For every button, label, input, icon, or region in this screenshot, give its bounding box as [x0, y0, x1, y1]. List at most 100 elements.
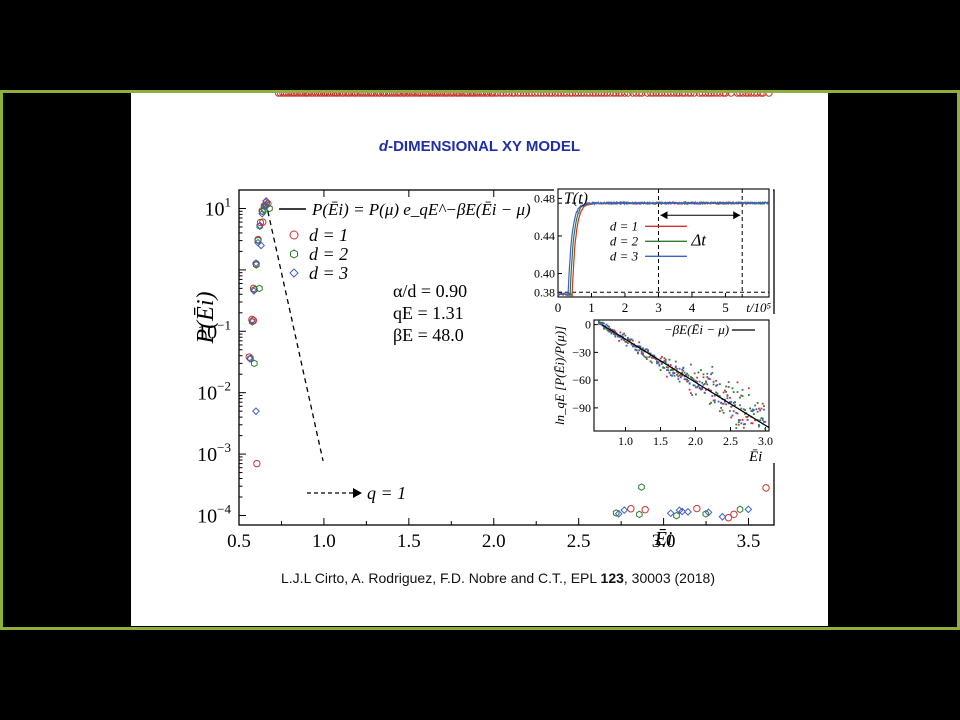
- point-circle: [502, 93, 510, 97]
- inset-bottom-point: [682, 366, 685, 369]
- inset-bottom-y-tick-label: 0: [585, 318, 591, 332]
- point-circle: [460, 93, 468, 97]
- inset-bottom-point: [734, 404, 736, 407]
- inset-bottom-point: [603, 322, 605, 325]
- point-circle: [643, 93, 652, 97]
- point-circle: [458, 93, 466, 97]
- parameter-annotation: α/d = 0.90: [393, 281, 467, 301]
- point-diamond: [704, 508, 713, 517]
- inset-bottom-point: [649, 352, 652, 355]
- inset-bottom-point: [668, 371, 671, 374]
- inset-top-y-tick-label: 0.38: [534, 285, 555, 299]
- inset-bottom-point: [729, 410, 731, 412]
- inset-bottom-point: [649, 354, 652, 357]
- point-hexagon: [702, 510, 710, 518]
- point-circle: [380, 93, 388, 97]
- inset-bottom-point: [659, 357, 662, 360]
- inset-bottom-point: [686, 380, 688, 383]
- point-circle: [423, 93, 431, 97]
- citation: L.J.L Cirto, A. Rodriguez, F.D. Nobre an…: [281, 570, 715, 586]
- inset-top-x-tick-label: 4: [689, 300, 696, 315]
- inset-bottom-point: [654, 358, 657, 360]
- point-circle: [404, 93, 413, 97]
- inset-bottom-point: [619, 331, 622, 334]
- point-circle: [730, 510, 738, 518]
- point-circle: [522, 93, 530, 97]
- point-circle: [647, 93, 655, 97]
- inset-bottom-point: [716, 392, 719, 395]
- legend-marker-diamond: [289, 268, 299, 278]
- point-peak: [249, 316, 258, 325]
- inset-bottom-point: [751, 408, 754, 411]
- delta-t-label: Δt: [690, 230, 707, 249]
- inset-bottom-point: [687, 374, 690, 377]
- inset-bottom-point: [703, 391, 706, 394]
- inset-bottom-point: [677, 372, 680, 374]
- inset-bottom-point: [752, 409, 755, 411]
- inset-bottom-point: [741, 388, 744, 391]
- point-circle: [670, 93, 678, 97]
- point-circle: [580, 93, 588, 97]
- inset-bottom-point: [640, 350, 643, 353]
- legend-marker-circle: [289, 230, 299, 240]
- inset-bottom-point: [705, 380, 707, 383]
- inset-bottom-point: [701, 381, 704, 384]
- inset-bottom-point: [662, 366, 665, 369]
- point-circle: [470, 93, 478, 97]
- point-circle: [276, 93, 285, 97]
- point-circle: [713, 93, 721, 97]
- inset-bottom-point: [708, 378, 711, 380]
- point-circle: [448, 93, 456, 97]
- inset-bottom-point: [610, 332, 613, 335]
- inset-bottom-point: [713, 401, 716, 404]
- inset-bottom-point: [661, 362, 663, 365]
- inset-top-x-tick-label: 1: [588, 300, 595, 315]
- y-tick-label-1-exp: −1: [217, 317, 231, 332]
- point-circle: [408, 93, 417, 97]
- legend-marker-hexagon: [290, 249, 298, 259]
- y-axis-label: P(Ēi): [193, 292, 219, 345]
- inset-bottom-point: [676, 367, 678, 370]
- inset-bottom-point: [611, 331, 614, 334]
- legend-label: d = 2: [309, 244, 348, 264]
- point-circle: [356, 93, 364, 97]
- point-circle: [388, 93, 397, 97]
- point-diamond: [247, 317, 256, 325]
- point-circle: [539, 93, 548, 97]
- inset-bottom-point: [700, 388, 702, 390]
- point-circle: [348, 93, 356, 97]
- point-circle: [762, 484, 770, 492]
- inset-top-y-label: T(t): [564, 190, 588, 207]
- inset-bottom-point: [634, 345, 637, 348]
- point-diamond: [252, 259, 260, 268]
- point-circle: [710, 93, 718, 97]
- inset-bottom-point: [744, 423, 746, 425]
- inset-bottom-point: [695, 380, 697, 383]
- inset-bottom-point: [706, 376, 709, 378]
- inset-bottom-point: [618, 339, 620, 342]
- inset-bottom-point: [692, 378, 695, 381]
- inset-bottom-point: [696, 380, 699, 383]
- inset-bottom-point: [671, 374, 673, 377]
- inset-bottom-point: [744, 409, 746, 412]
- inset-bottom-point: [638, 349, 641, 352]
- q1-arrow-head: [353, 488, 362, 498]
- point-circle: [484, 93, 492, 97]
- point-circle: [551, 93, 559, 97]
- point-circle: [307, 93, 315, 97]
- y-tick-label-4: 10−4: [197, 501, 231, 527]
- inset-bottom-x-tick-label: 2.5: [723, 434, 738, 448]
- inset-bottom-point: [742, 423, 745, 426]
- inset-bottom-point: [758, 407, 760, 410]
- inset-bottom-point: [678, 367, 681, 370]
- point-circle: [499, 93, 507, 97]
- inset-bottom-point: [642, 353, 644, 356]
- inset-bottom-point: [695, 393, 697, 396]
- point-peak: [256, 284, 263, 293]
- point-diamond: [256, 221, 264, 230]
- inset-bottom-point: [720, 401, 723, 404]
- inset-bottom-point: [718, 395, 721, 398]
- inset-bottom-point: [664, 360, 667, 363]
- inset-bottom-point: [755, 408, 758, 411]
- y-tick-label-1: 10−1: [197, 317, 231, 343]
